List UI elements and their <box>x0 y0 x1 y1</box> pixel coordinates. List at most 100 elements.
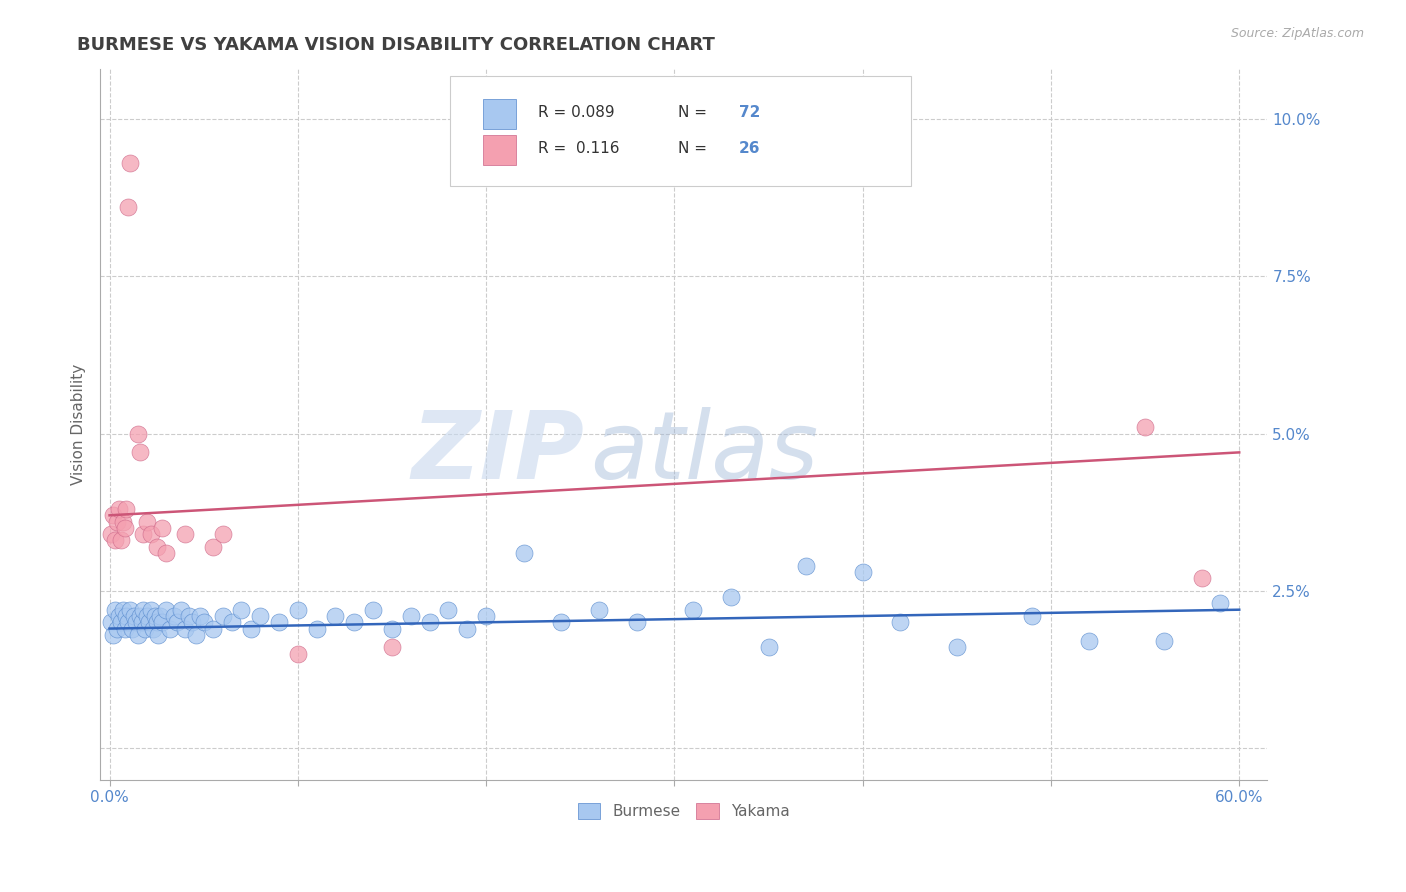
Point <box>181 615 204 630</box>
Point <box>211 527 233 541</box>
Point <box>381 622 404 636</box>
Point <box>145 540 167 554</box>
Point <box>131 615 153 630</box>
FancyBboxPatch shape <box>450 76 911 186</box>
Point <box>100 527 122 541</box>
Point <box>889 615 911 630</box>
Point <box>193 615 215 630</box>
Point <box>148 628 170 642</box>
Point <box>127 628 149 642</box>
FancyBboxPatch shape <box>484 135 516 164</box>
Point <box>946 640 969 655</box>
Point <box>132 603 155 617</box>
Point <box>150 521 173 535</box>
Point <box>211 609 233 624</box>
Point <box>221 615 243 630</box>
Point <box>120 603 142 617</box>
Point <box>1153 634 1175 648</box>
Point <box>305 622 328 636</box>
Point <box>155 546 177 560</box>
Point <box>1209 596 1232 610</box>
Point <box>162 609 184 624</box>
Point <box>136 515 159 529</box>
Point <box>120 156 142 170</box>
Point <box>132 527 155 541</box>
Point <box>287 647 309 661</box>
Point <box>758 640 780 655</box>
Text: R = 0.089: R = 0.089 <box>538 105 614 120</box>
Point <box>381 640 404 655</box>
Point <box>115 502 138 516</box>
Point <box>239 622 262 636</box>
Text: 72: 72 <box>738 105 761 120</box>
Point <box>475 609 498 624</box>
Point <box>103 508 125 523</box>
Text: N =: N = <box>678 105 711 120</box>
Point <box>1077 634 1099 648</box>
Text: Source: ZipAtlas.com: Source: ZipAtlas.com <box>1230 27 1364 40</box>
Point <box>114 521 136 535</box>
Point <box>456 622 478 636</box>
Point <box>550 615 572 630</box>
Point <box>188 609 211 624</box>
Point <box>155 603 177 617</box>
Point <box>111 515 134 529</box>
Point <box>231 603 253 617</box>
Point <box>105 515 128 529</box>
Point <box>1021 609 1043 624</box>
Point <box>159 622 181 636</box>
Point <box>852 565 875 579</box>
Point <box>103 628 125 642</box>
Point <box>111 603 134 617</box>
Point <box>128 609 150 624</box>
Point <box>626 615 648 630</box>
Point <box>166 615 188 630</box>
Point <box>419 615 441 630</box>
Point <box>287 603 309 617</box>
Point <box>1191 571 1213 585</box>
Text: 26: 26 <box>738 141 761 156</box>
Point <box>142 622 165 636</box>
Point <box>173 527 195 541</box>
Y-axis label: Vision Disability: Vision Disability <box>72 363 86 484</box>
FancyBboxPatch shape <box>484 99 516 129</box>
Point <box>138 615 160 630</box>
Point <box>110 615 132 630</box>
Point <box>128 445 150 459</box>
Point <box>343 615 366 630</box>
Point <box>682 603 704 617</box>
Point <box>1133 420 1156 434</box>
Text: atlas: atlas <box>591 407 818 498</box>
Point <box>127 426 149 441</box>
Point <box>145 615 167 630</box>
Point <box>134 622 156 636</box>
Point <box>325 609 347 624</box>
Point <box>170 603 193 617</box>
Point <box>117 200 139 214</box>
Point <box>108 502 131 516</box>
Point <box>588 603 610 617</box>
Point <box>110 533 132 548</box>
Point <box>794 558 817 573</box>
Point <box>136 609 159 624</box>
Point <box>105 622 128 636</box>
Legend: Burmese, Yakama: Burmese, Yakama <box>571 797 796 825</box>
Point <box>121 622 143 636</box>
Point <box>361 603 384 617</box>
Text: R =  0.116: R = 0.116 <box>538 141 620 156</box>
Point <box>513 546 536 560</box>
Point <box>177 609 200 624</box>
Point <box>117 615 139 630</box>
Point <box>202 622 225 636</box>
Point <box>125 615 148 630</box>
Point <box>399 609 422 624</box>
Point <box>100 615 122 630</box>
Point <box>114 622 136 636</box>
Text: ZIP: ZIP <box>412 407 585 499</box>
Point <box>143 609 166 624</box>
Point <box>150 615 173 630</box>
Point <box>186 628 208 642</box>
Point <box>108 609 131 624</box>
Point <box>720 590 742 604</box>
Point <box>122 609 145 624</box>
